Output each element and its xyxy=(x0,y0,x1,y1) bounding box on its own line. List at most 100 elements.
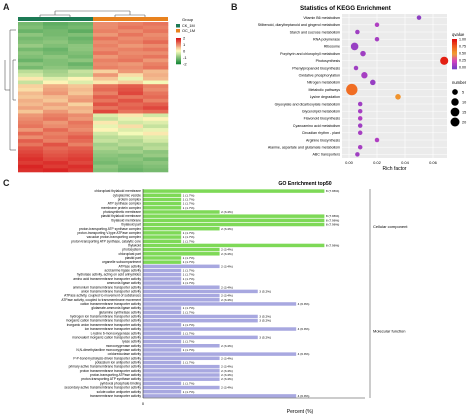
colorbar-tick-label: -1 xyxy=(183,55,187,60)
colorbar-segment xyxy=(176,47,181,49)
go-bar xyxy=(143,360,182,365)
heatmap-cell xyxy=(143,51,169,56)
heatmap-cell xyxy=(18,157,44,162)
heatmap-cell xyxy=(118,128,144,133)
qvalue-colorbar-segment xyxy=(452,49,457,52)
heatmap-cell xyxy=(143,29,169,34)
go-value-label: 1 (1.7%) xyxy=(183,277,195,281)
heatmap-cell xyxy=(143,58,169,63)
heatmap-cell xyxy=(143,131,169,136)
go-term-label: monovalent inorganic cation transporter … xyxy=(72,335,141,339)
heatmap-cell xyxy=(43,87,69,92)
go-bar xyxy=(143,373,220,377)
number-legend-dot xyxy=(450,107,460,117)
heatmap-cell xyxy=(118,168,144,173)
heatmap-cell xyxy=(143,142,169,147)
heatmap-cell xyxy=(43,54,69,59)
heatmap-cell xyxy=(93,32,119,37)
kegg-point xyxy=(346,83,358,96)
kegg-pathway-label: Flavonoid biosynthesis xyxy=(304,117,341,121)
group-legend-label: OC_1M xyxy=(182,29,195,33)
go-term-label: proton-transporting ATP synthase complex xyxy=(79,227,141,231)
heatmap-cell xyxy=(93,120,119,125)
heatmap-cell xyxy=(93,131,119,136)
heatmap-cell xyxy=(93,73,119,78)
heatmap-cell xyxy=(93,36,119,41)
go-bar xyxy=(143,306,182,310)
go-value-label: 1 (1.7%) xyxy=(183,281,195,285)
heatmap-cell xyxy=(18,117,44,122)
heatmap-cell xyxy=(18,22,44,26)
heatmap-cell xyxy=(68,150,94,155)
go-bar xyxy=(143,298,220,302)
heatmap-cell xyxy=(18,135,44,140)
qvalue-colorbar-segment xyxy=(452,66,457,68)
kegg-pathway-label: Arginine biosynthesis xyxy=(306,138,340,142)
number-legend-title: number xyxy=(452,80,467,85)
heatmap-cell xyxy=(143,168,169,173)
go-term-label: acid:amine ligase activity xyxy=(105,269,142,273)
qvalue-tick-label: 0.00 xyxy=(459,66,466,70)
heatmap-cell xyxy=(18,47,44,52)
kegg-pathway-label: Nitrogen metabolism xyxy=(307,81,340,85)
go-term-label: membrane protein complex xyxy=(101,206,141,210)
heatmap-cell xyxy=(143,62,169,67)
heatmap-cell xyxy=(118,157,144,162)
go-bar xyxy=(143,289,258,294)
heatmap-cell xyxy=(143,65,169,70)
kegg-pathway-label: Vitamin B6 metabolism xyxy=(303,16,340,20)
go-bar xyxy=(143,206,182,210)
go-term-label: lyase activity xyxy=(122,340,141,344)
heatmap-cell xyxy=(118,84,144,89)
colorbar-segment xyxy=(176,58,181,61)
heatmap-cell xyxy=(43,95,69,100)
heatmap-cell xyxy=(43,91,69,96)
go-bar xyxy=(143,277,182,281)
kegg-point xyxy=(357,123,363,128)
go-value-label: 3 (5.2%) xyxy=(259,315,271,319)
heatmap-cell xyxy=(43,146,69,151)
go-bar xyxy=(143,364,220,369)
go-term-label: hydrogen ion transmembrane transporter a… xyxy=(70,315,141,319)
go-value-label: 2 (3.4%) xyxy=(221,377,233,381)
heatmap-cell xyxy=(118,120,144,125)
group-legend-label: CK_1M xyxy=(182,24,195,28)
go-bar xyxy=(143,218,325,223)
heatmap-cell xyxy=(18,62,44,67)
go-value-label: 8 (7.96%) xyxy=(326,223,339,227)
colorbar-segment xyxy=(176,40,181,43)
go-bar xyxy=(143,226,220,231)
colorbar-segment xyxy=(176,45,181,48)
number-legend-dot xyxy=(451,98,459,106)
heatmap-cell xyxy=(68,102,94,107)
kegg-xtick-label: 0.02 xyxy=(373,160,382,165)
go-term-label: amino acid transmembrane transporter act… xyxy=(73,277,141,281)
heatmap-cell xyxy=(118,117,144,122)
heatmap-cell xyxy=(93,128,119,133)
go-bar xyxy=(143,394,297,398)
heatmap-cell xyxy=(68,95,94,100)
go-bar xyxy=(143,385,220,390)
heatmap-cell xyxy=(68,62,94,67)
heatmap-cell xyxy=(118,142,144,147)
heatmap-cell xyxy=(118,80,144,85)
colorbar-segment xyxy=(176,56,181,58)
go-bar xyxy=(143,272,182,277)
heatmap-cell xyxy=(68,142,94,147)
heatmap-cell xyxy=(18,25,44,30)
go-bar xyxy=(143,243,325,248)
heatmap-cell xyxy=(18,142,44,147)
heatmap-cell xyxy=(43,22,69,26)
colorbar-tick-label: -2 xyxy=(183,62,187,67)
heatmap-cell xyxy=(68,80,94,85)
qvalue-tick-label: 0.50 xyxy=(459,52,466,56)
heatmap-cell xyxy=(118,43,144,48)
group-color-cell xyxy=(143,17,168,21)
kegg-pathway-label: ABC transporters xyxy=(312,153,340,157)
heatmap-cell xyxy=(43,153,69,158)
kegg-xtick-label: 0.00 xyxy=(345,160,354,165)
go-value-label: 1 (1.7%) xyxy=(183,310,195,314)
go-value-label: 3 (5.2%) xyxy=(259,289,271,293)
go-bar xyxy=(143,256,182,260)
heatmap-cell xyxy=(93,124,119,129)
